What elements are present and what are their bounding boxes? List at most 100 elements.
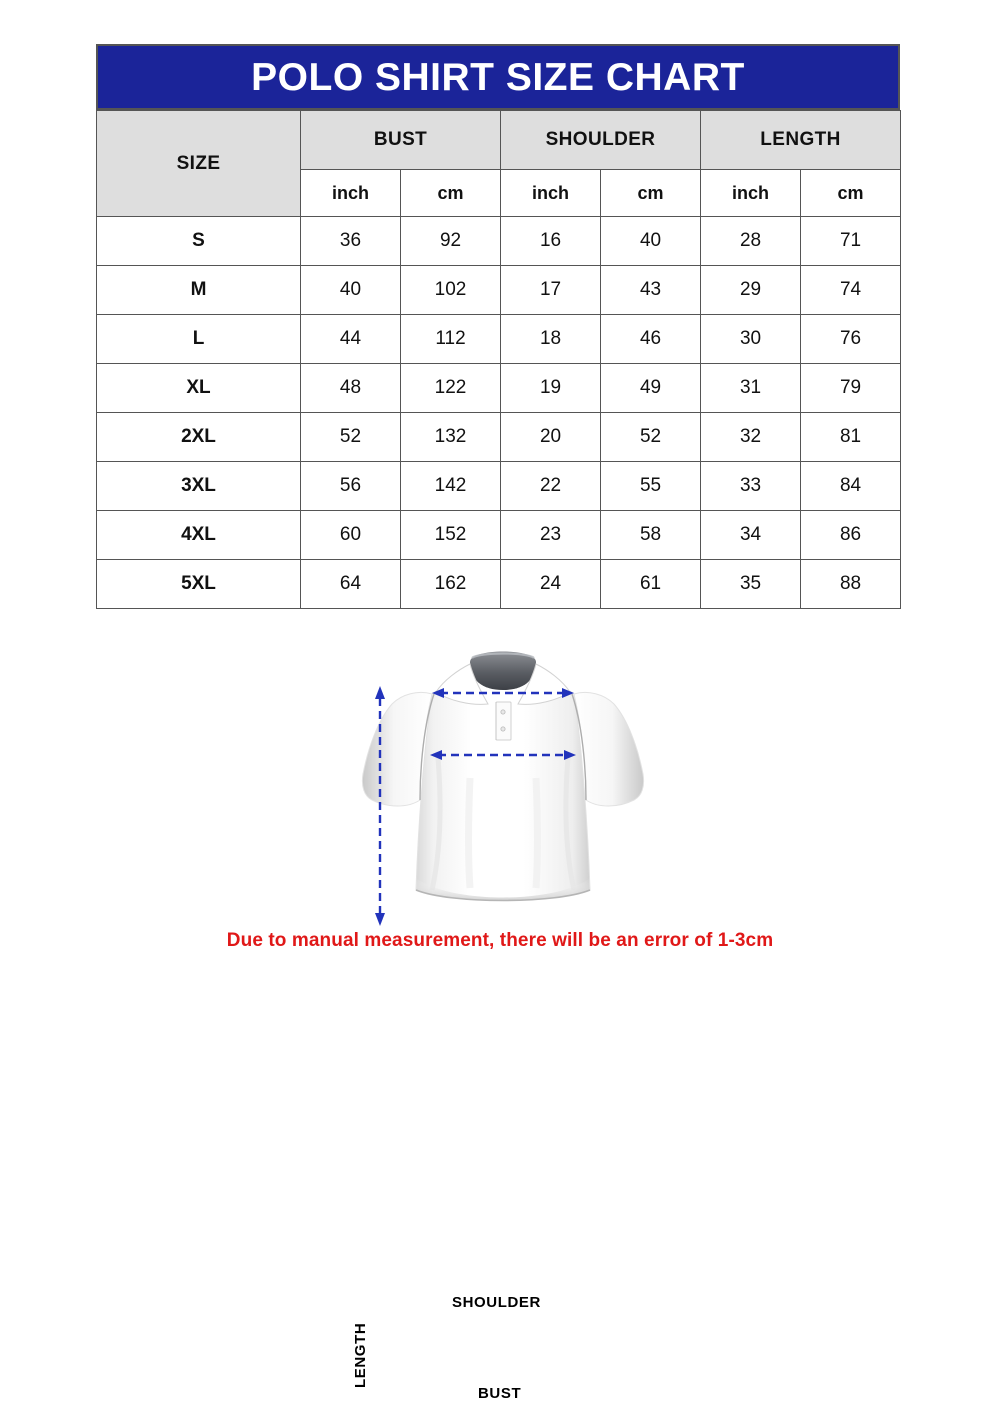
cell-length-cm: 84: [800, 461, 902, 511]
table-row: XL 48 122 19 49 31 79: [96, 363, 902, 413]
table-row: 3XL 56 142 22 55 33 84: [96, 461, 902, 511]
cell-shoulder-cm: 43: [600, 265, 702, 315]
cell-length-inch: 34: [700, 510, 802, 560]
table-row: S 36 92 16 40 28 71: [96, 216, 902, 266]
table-row: M 40 102 17 43 29 74: [96, 265, 902, 315]
cell-length-cm: 81: [800, 412, 902, 462]
bust-measurement-label: BUST: [478, 1385, 522, 1402]
length-measurement-label: LENGTH: [352, 1322, 369, 1388]
unit-header-shoulder-cm: cm: [600, 169, 702, 217]
armhole-seam-left: [419, 693, 435, 801]
cell-bust-cm: 132: [399, 412, 502, 462]
hem-edge: [415, 889, 591, 902]
cell-shoulder-cm: 49: [600, 363, 702, 413]
placket: [495, 701, 512, 741]
table-row: 2XL 52 132 20 52 32 81: [96, 412, 902, 462]
table-group-header-row: SIZE BUST SHOULDER LENGTH: [96, 110, 902, 217]
cell-length-inch: 33: [700, 461, 802, 511]
armhole-seam-right: [571, 693, 587, 801]
cell-size: L: [96, 314, 301, 364]
cell-bust-inch: 64: [300, 559, 401, 609]
cell-bust-cm: 92: [399, 216, 502, 266]
cell-size: XL: [96, 363, 301, 413]
cell-length-cm: 88: [800, 559, 902, 609]
cell-shoulder-cm: 58: [600, 510, 702, 560]
fold-center-left: [465, 777, 474, 889]
cell-shoulder-inch: 19: [500, 363, 602, 413]
unit-header-bust-cm: cm: [399, 169, 502, 217]
column-header-bust: BUST: [299, 110, 502, 170]
cell-bust-inch: 36: [300, 216, 401, 266]
column-header-length: LENGTH: [700, 110, 902, 170]
collar-top-edge: [471, 652, 535, 659]
cell-size: 5XL: [96, 559, 301, 609]
cell-length-inch: 31: [700, 363, 802, 413]
cell-shoulder-inch: 22: [500, 461, 602, 511]
cell-shoulder-inch: 18: [500, 314, 602, 364]
cell-shoulder-inch: 17: [500, 265, 602, 315]
cell-length-inch: 30: [700, 314, 802, 364]
measurement-disclaimer: Due to manual measurement, there will be…: [226, 930, 774, 951]
cell-length-cm: 86: [800, 510, 902, 560]
shoulder-measurement-label: SHOULDER: [452, 1294, 541, 1311]
cell-length-inch: 32: [700, 412, 802, 462]
cell-bust-inch: 56: [300, 461, 401, 511]
column-header-size: SIZE: [96, 110, 301, 217]
unit-header-length-cm: cm: [800, 169, 902, 217]
cell-bust-cm: 142: [399, 461, 502, 511]
table-row: 4XL 60 152 23 58 34 86: [96, 510, 902, 560]
chart-title-bar: POLO SHIRT SIZE CHART: [96, 44, 900, 110]
placket-button-top: [500, 709, 506, 715]
cell-shoulder-cm: 61: [600, 559, 702, 609]
measurement-diagram: SHOULDER BUST LENGTH: [0, 628, 1000, 1402]
fold-left: [429, 757, 443, 891]
cell-length-inch: 35: [700, 559, 802, 609]
bust-dimension-arrow: [430, 750, 576, 760]
size-chart-block: POLO SHIRT SIZE CHART SIZE BUST SHOULDER…: [96, 44, 902, 609]
cell-bust-cm: 112: [399, 314, 502, 364]
cell-shoulder-cm: 40: [600, 216, 702, 266]
collar-wing-left: [435, 663, 489, 705]
cell-bust-inch: 60: [300, 510, 401, 560]
table-unit-header-row: inch cm inch cm inch cm: [97, 169, 902, 217]
cell-bust-cm: 102: [399, 265, 502, 315]
unit-header-bust-inch: inch: [300, 169, 401, 217]
length-dimension-arrow: [375, 686, 385, 926]
cell-size: 3XL: [96, 461, 301, 511]
cell-length-inch: 28: [700, 216, 802, 266]
cell-bust-cm: 152: [399, 510, 502, 560]
cell-shoulder-inch: 16: [500, 216, 602, 266]
size-chart-table: SIZE BUST SHOULDER LENGTH inch cm inch c…: [96, 110, 902, 609]
cell-bust-inch: 44: [300, 314, 401, 364]
cell-size: 2XL: [96, 412, 301, 462]
cell-bust-cm: 162: [399, 559, 502, 609]
cell-length-cm: 71: [800, 216, 902, 266]
table-row: L 44 112 18 46 30 76: [96, 314, 902, 364]
fold-center-right: [532, 777, 541, 889]
fold-right: [563, 757, 577, 891]
cell-bust-cm: 122: [399, 363, 502, 413]
cell-shoulder-cm: 55: [600, 461, 702, 511]
cell-length-inch: 29: [700, 265, 802, 315]
cell-size: 4XL: [96, 510, 301, 560]
table-row: 5XL 64 162 24 61 35 88: [96, 559, 902, 609]
unit-header-length-inch: inch: [700, 169, 802, 217]
cell-bust-inch: 48: [300, 363, 401, 413]
collar-wing-right: [517, 663, 571, 705]
shoulder-dimension-arrow: [432, 688, 574, 698]
cell-bust-inch: 40: [300, 265, 401, 315]
placket-button-bottom: [500, 726, 506, 732]
collar-inner: [470, 651, 536, 690]
cell-length-cm: 76: [800, 314, 902, 364]
unit-header-shoulder-inch: inch: [500, 169, 602, 217]
cell-size: S: [96, 216, 301, 266]
shirt-hem: [416, 878, 590, 901]
polo-shirt-illustration: [361, 651, 645, 926]
cell-size: M: [96, 265, 301, 315]
cell-shoulder-cm: 46: [600, 314, 702, 364]
cell-length-cm: 74: [800, 265, 902, 315]
page-title: POLO SHIRT SIZE CHART: [251, 55, 745, 99]
cell-length-cm: 79: [800, 363, 902, 413]
column-header-shoulder: SHOULDER: [500, 110, 702, 170]
cell-bust-inch: 52: [300, 412, 401, 462]
